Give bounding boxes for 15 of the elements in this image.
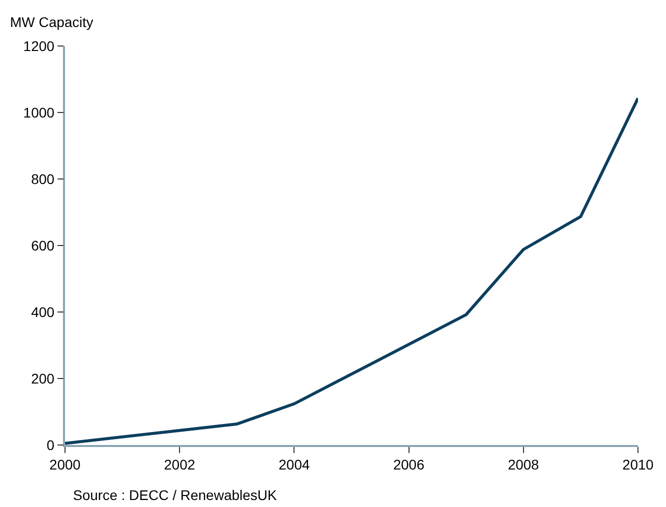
y-tick-label: 200 <box>31 370 55 386</box>
x-tick-label: 2010 <box>622 456 654 473</box>
source-note: Source : DECC / RenewablesUK <box>73 487 278 503</box>
y-tick-label: 0 <box>46 436 55 453</box>
y-tick-label: 800 <box>31 170 55 187</box>
y-tick-label: 600 <box>31 237 55 254</box>
x-tick-label: 2000 <box>49 456 81 473</box>
y-tick-label: 1000 <box>23 104 55 120</box>
y-tick-label: 1200 <box>23 38 55 54</box>
x-tick-label: 2004 <box>278 456 310 473</box>
x-tick-label: 2002 <box>164 456 196 473</box>
x-tick-label: 2008 <box>508 456 540 473</box>
y-axis-title: MW Capacity <box>10 14 94 30</box>
x-tick-label: 2006 <box>393 456 425 473</box>
y-tick-label: 400 <box>31 304 55 320</box>
